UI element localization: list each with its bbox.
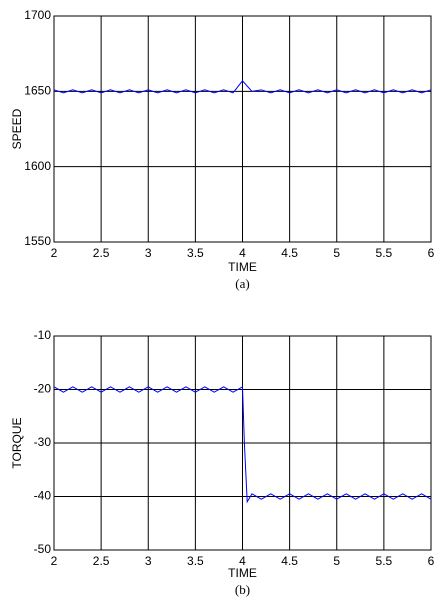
x-tick-label: 2.5 — [93, 554, 110, 568]
y-tick-label: 1700 — [24, 8, 51, 22]
x-tick-label: 4.5 — [281, 554, 298, 568]
x-tick-label: 4.5 — [281, 246, 298, 260]
x-tick-label: 5 — [333, 554, 340, 568]
x-tick-label: 3 — [145, 554, 152, 568]
x-tick-label: 6 — [428, 246, 435, 260]
caption: (b) — [235, 582, 250, 597]
x-tick-label: 2 — [51, 246, 58, 260]
y-tick-label: 1550 — [24, 234, 51, 248]
x-tick-label: 5 — [333, 246, 340, 260]
y-tick-label: -50 — [34, 542, 52, 556]
y-tick-label: -20 — [34, 382, 52, 396]
y-tick-label: -30 — [34, 435, 52, 449]
x-axis-label: TIME — [228, 566, 257, 580]
data-line — [53, 385, 432, 504]
x-tick-label: 3.5 — [187, 246, 204, 260]
y-tick-label: 1650 — [24, 84, 51, 98]
x-tick-label: 6 — [428, 554, 435, 568]
x-axis-label: TIME — [228, 260, 257, 274]
x-tick-label: 3 — [145, 246, 152, 260]
x-tick-label: 4 — [239, 246, 246, 260]
y-axis-label: TORQUE — [10, 417, 24, 468]
x-tick-label: 2 — [51, 554, 58, 568]
y-tick-label: -40 — [34, 489, 52, 503]
x-tick-label: 3.5 — [187, 554, 204, 568]
y-axis-label: SPEED — [10, 108, 24, 149]
x-tick-label: 2.5 — [93, 246, 110, 260]
x-tick-label: 4 — [239, 554, 246, 568]
data-line — [53, 80, 432, 94]
y-tick-label: -10 — [34, 328, 52, 342]
x-tick-label: 5.5 — [376, 246, 393, 260]
x-tick-label: 5.5 — [376, 554, 393, 568]
y-tick-label: 1600 — [24, 159, 51, 173]
caption: (a) — [235, 276, 249, 291]
